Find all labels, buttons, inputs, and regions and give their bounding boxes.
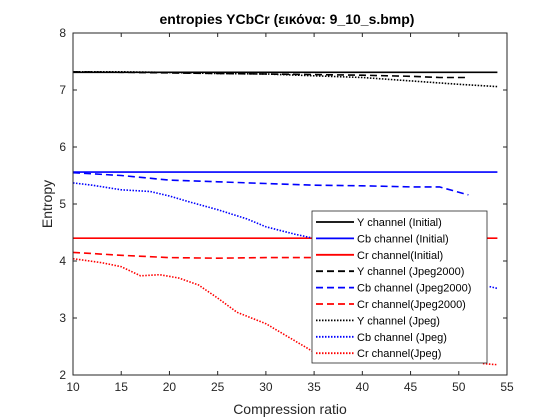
x-tick-label: 20 <box>163 380 177 394</box>
x-tick-label: 35 <box>307 380 321 394</box>
legend: Y channel (Initial) Cb channel (Initial) C… <box>311 210 488 364</box>
x-axis-label: Compression ratio <box>233 401 347 417</box>
series-line-cb-channel-jpeg <box>72 182 324 242</box>
series-line-y-channel-jpeg <box>73 71 498 88</box>
legend-label-y-channel-initial: Y channel (Initial) <box>357 217 442 229</box>
legend-label-cb-channel-jpeg2000: Cb channel (Jpeg2000) <box>357 283 471 295</box>
y-tick-label: 6 <box>59 140 66 154</box>
x-tick-label: 15 <box>115 380 129 394</box>
legend-label-cb-channel-jpeg: Cb channel (Jpeg) <box>357 332 447 344</box>
y-tick-label: 4 <box>59 254 66 268</box>
chart-title: entropies YCbCr (εικόνα: 9_10_s.bmp) <box>160 11 415 27</box>
x-tick-label: 40 <box>356 380 370 394</box>
y-tick-label: 7 <box>59 83 66 97</box>
legend-label-y-channel-jpeg: Y channel (Jpeg) <box>357 315 440 327</box>
y-axis-label: Entropy <box>39 180 55 228</box>
y-tick-label: 5 <box>59 197 66 211</box>
legend-label-cr-channel-jpeg2000: Cr channel(Jpeg2000) <box>357 299 466 311</box>
series-line-cb-channel-jpeg2000 <box>72 171 469 196</box>
legend-label-cr-channel-initial: Cr channel(Initial) <box>357 250 443 262</box>
y-tick-label: 3 <box>59 311 66 325</box>
x-tick-label: 55 <box>500 380 514 394</box>
x-tick-label: 30 <box>259 380 273 394</box>
series-tail-cb-channel-jpeg <box>489 285 498 290</box>
x-tick-label: 50 <box>452 380 466 394</box>
legend-label-cr-channel-jpeg: Cr channel(Jpeg) <box>357 348 441 360</box>
series-tail-cr-channel-jpeg <box>482 362 498 366</box>
plot-lines <box>72 71 498 366</box>
legend-label-cb-channel-initial: Cb channel (Initial) <box>357 233 449 245</box>
legend-label-y-channel-jpeg2000: Y channel (Jpeg2000) <box>357 266 464 278</box>
y-tick-label: 2 <box>59 368 66 382</box>
y-tick-label: 8 <box>59 26 66 40</box>
x-tick-label: 45 <box>404 380 418 394</box>
series-line-cr-channel-jpeg <box>72 257 315 353</box>
x-tick-label: 25 <box>211 380 225 394</box>
x-tick-label: 10 <box>66 380 80 394</box>
